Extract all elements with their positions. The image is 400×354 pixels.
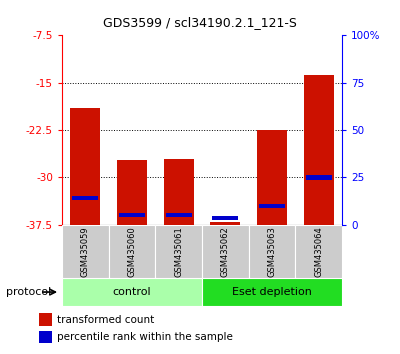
Text: protocol: protocol [6,287,51,297]
Bar [39,331,52,343]
Bar [306,175,332,179]
Text: GSM435063: GSM435063 [268,226,276,277]
Text: GSM435062: GSM435062 [221,226,230,277]
Bar [62,225,109,278]
Bar [119,213,145,217]
Bar [117,160,147,225]
Text: percentile rank within the sample: percentile rank within the sample [57,332,232,342]
Bar [62,278,202,306]
Bar [257,130,287,225]
Text: GSM435059: GSM435059 [81,226,90,277]
Bar [39,313,52,326]
Bar [249,225,295,278]
Text: GSM435061: GSM435061 [174,226,183,277]
Bar [212,216,238,220]
Bar [109,225,155,278]
Bar [210,222,240,225]
Bar [202,225,249,278]
Text: Eset depletion: Eset depletion [232,287,312,297]
Bar [70,108,100,225]
Text: GSM435064: GSM435064 [314,226,323,277]
Text: GDS3599 / scl34190.2.1_121-S: GDS3599 / scl34190.2.1_121-S [103,16,297,29]
Bar [202,278,342,306]
Bar [259,204,285,208]
Bar [72,196,98,200]
Bar [164,159,194,225]
Text: GSM435060: GSM435060 [128,226,136,277]
Bar [155,225,202,278]
Bar [304,75,334,225]
Text: transformed count: transformed count [57,315,154,325]
Bar [295,225,342,278]
Bar [166,213,192,217]
Text: control: control [113,287,151,297]
